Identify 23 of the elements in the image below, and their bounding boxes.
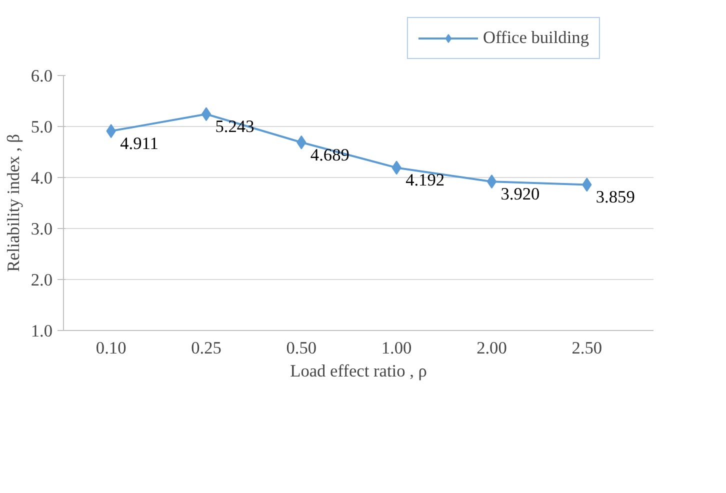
legend-label: Office building [482,28,589,48]
x-tick-label: 0.25 [191,338,222,358]
y-axis-title: Reliability index , β [4,134,23,272]
x-tick-label: 1.00 [381,338,412,358]
data-label: 5.243 [215,117,254,136]
data-label: 3.859 [596,188,635,207]
data-label: 3.920 [500,184,540,204]
y-tick-label: 6.0 [30,66,53,86]
y-tick-label: 5.0 [30,118,53,136]
point [486,174,497,189]
data-label: 4.192 [406,170,445,190]
point [201,107,212,122]
y-tick-label: 4.0 [30,168,53,188]
data-label: 4.689 [310,145,350,164]
y-tick-label: 2.0 [30,270,53,290]
y-tick-label: 3.0 [30,220,53,238]
x-tick-label: 2.50 [572,338,602,358]
data-label: 4.911 [120,134,158,154]
y-tick-label: 1.0 [30,322,53,340]
x-axis-title: Load effect ratio , ρ [290,362,427,380]
x-tick-label: 0.10 [96,338,126,358]
x-tick-label: 0.50 [286,338,317,358]
x-tick-label: 2.00 [476,338,507,358]
